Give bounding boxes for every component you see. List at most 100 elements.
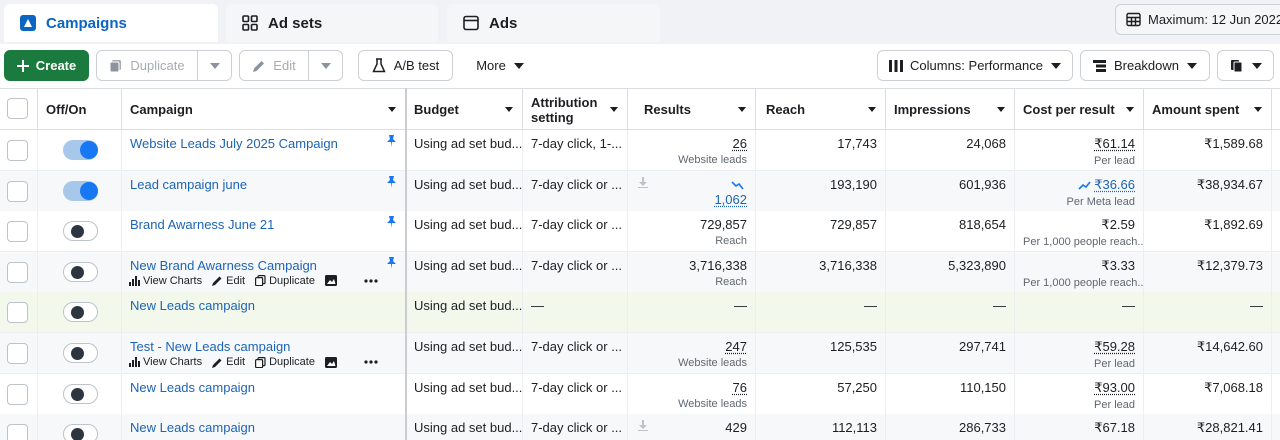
campaign-name-link[interactable]: Lead campaign june bbox=[130, 176, 248, 192]
duplicate-button[interactable]: Duplicate bbox=[96, 50, 198, 81]
cell-budget: Using ad set bud... bbox=[406, 211, 523, 252]
tab-ads[interactable]: Ads bbox=[447, 4, 660, 42]
more-options-icon[interactable] bbox=[364, 279, 381, 283]
more-button[interactable]: More bbox=[464, 50, 536, 81]
table-row[interactable]: Lead campaign june Using ad set bud... 7-d… bbox=[0, 170, 1280, 212]
pin-icon[interactable] bbox=[386, 256, 397, 269]
row-checkbox[interactable] bbox=[7, 180, 28, 202]
ab-test-button[interactable]: A/B test bbox=[358, 50, 453, 81]
toggle-knob bbox=[71, 347, 84, 360]
header-budget[interactable]: Budget bbox=[406, 89, 523, 130]
results-value: 3,716,338 bbox=[689, 257, 747, 273]
breakdown-button[interactable]: Breakdown bbox=[1080, 50, 1210, 81]
table-row[interactable]: Brand Awarness June 21 Using ad set bud..… bbox=[0, 211, 1280, 253]
campaign-name-link[interactable]: New Leads campaign bbox=[130, 298, 256, 314]
columns-button[interactable]: Columns: Performance bbox=[877, 50, 1073, 81]
row-checkbox[interactable] bbox=[7, 221, 28, 243]
header-cost-per-result[interactable]: Cost per result bbox=[1015, 89, 1144, 130]
campaign-toggle[interactable] bbox=[63, 383, 98, 404]
reach-value: 729,857 bbox=[830, 217, 877, 233]
campaign-toggle[interactable] bbox=[63, 424, 98, 440]
table-row[interactable]: New Leads campaign Using ad set bud... 7-d… bbox=[0, 414, 1280, 440]
pencil-icon bbox=[253, 60, 265, 72]
edit-button[interactable]: Edit bbox=[239, 50, 309, 81]
campaign-name-link[interactable]: New Leads campaign bbox=[130, 420, 256, 436]
tab-label: Ad sets bbox=[268, 14, 323, 32]
header-reach[interactable]: Reach bbox=[756, 89, 886, 130]
row-checkbox[interactable] bbox=[7, 383, 28, 405]
table-row[interactable]: Website Leads July 2025 Campaign Using ad… bbox=[0, 130, 1280, 171]
header-attribution[interactable]: Attribution setting bbox=[523, 89, 628, 130]
campaign-name-link[interactable]: Brand Awarness June 21 bbox=[130, 217, 275, 233]
campaign-toggle[interactable] bbox=[63, 343, 98, 363]
header-campaign[interactable]: Campaign bbox=[122, 89, 406, 130]
preview-link[interactable] bbox=[324, 275, 340, 287]
cost-per-result-type: Per lead bbox=[1094, 358, 1135, 370]
duplicate-link[interactable]: Duplicate bbox=[255, 275, 315, 287]
cell-spent: ₹7,068.18 bbox=[1144, 373, 1272, 414]
campaign-toggle[interactable] bbox=[63, 140, 98, 160]
edit-dropdown-button[interactable] bbox=[308, 50, 343, 81]
select-all-checkbox[interactable] bbox=[7, 98, 28, 119]
calendar-grid-icon bbox=[1126, 12, 1141, 27]
tab-ad-sets[interactable]: Ad sets bbox=[226, 4, 438, 42]
table-row[interactable]: New Brand Awarness Campaign Using ad set … bbox=[0, 251, 1280, 293]
header-label: Attribution setting bbox=[531, 94, 598, 125]
trend-down-icon bbox=[731, 181, 744, 190]
amount-spent-value: ₹38,934.67 bbox=[1196, 176, 1263, 192]
duplicate-link[interactable]: Duplicate bbox=[255, 356, 315, 368]
view-charts-link[interactable]: View Charts bbox=[129, 356, 202, 368]
table-row[interactable]: New Leads campaign Using ad set bud... 7-d… bbox=[0, 373, 1280, 415]
duplicate-label: Duplicate bbox=[269, 274, 315, 287]
plus-icon bbox=[16, 59, 29, 72]
date-range-picker[interactable]: Maximum: 12 Jun 2022 bbox=[1115, 4, 1280, 35]
header-impressions[interactable]: Impressions bbox=[886, 89, 1015, 130]
campaign-name-link[interactable]: New Leads campaign bbox=[130, 379, 256, 395]
cell-budget: Using ad set bud... bbox=[406, 251, 523, 292]
row-checkbox[interactable] bbox=[7, 424, 28, 440]
cost-per-result-value: ₹36.66 bbox=[1094, 176, 1135, 192]
header-results[interactable]: Results bbox=[628, 89, 756, 130]
preview-link[interactable] bbox=[324, 356, 340, 368]
cell-spent: ₹1,892.69 bbox=[1144, 211, 1272, 252]
row-checkbox[interactable] bbox=[7, 343, 28, 364]
results-value: 76 bbox=[732, 379, 747, 395]
tab-campaigns[interactable]: Campaigns bbox=[4, 4, 218, 42]
edit-link[interactable]: Edit bbox=[212, 275, 245, 287]
campaign-toggle[interactable] bbox=[63, 221, 98, 242]
campaign-toggle[interactable] bbox=[63, 302, 98, 323]
campaign-name-link[interactable]: New Brand Awarness Campaign bbox=[130, 257, 317, 273]
campaign-name-link[interactable]: Test - New Leads campaign bbox=[130, 339, 291, 354]
pin-icon[interactable] bbox=[386, 135, 397, 147]
more-options-icon[interactable] bbox=[364, 360, 381, 364]
campaign-name-link[interactable]: Website Leads July 2025 Campaign bbox=[130, 136, 338, 151]
table-row[interactable]: New Leads campaign Using ad set bud... — — —… bbox=[0, 292, 1280, 334]
reach-value: 57,250 bbox=[837, 379, 877, 395]
table-row[interactable]: Test - New Leads campaign Using ad set bu… bbox=[0, 333, 1280, 374]
toggle-knob bbox=[71, 387, 84, 401]
campaign-toggle[interactable] bbox=[63, 261, 98, 282]
cell-sel bbox=[0, 130, 38, 170]
pin-icon[interactable] bbox=[386, 175, 397, 188]
edit-link[interactable]: Edit bbox=[212, 356, 245, 368]
cell-cost: ₹67.18 bbox=[1015, 414, 1144, 440]
pin-icon[interactable] bbox=[386, 216, 397, 229]
download-icon[interactable] bbox=[638, 176, 648, 188]
row-checkbox[interactable] bbox=[7, 140, 28, 161]
cell-impressions: 286,733 bbox=[886, 414, 1015, 440]
chevron-down-icon bbox=[513, 62, 524, 69]
campaign-toggle[interactable] bbox=[63, 180, 98, 201]
header-label: Cost per result bbox=[1023, 102, 1115, 117]
row-checkbox[interactable] bbox=[7, 261, 28, 283]
row-checkbox[interactable] bbox=[7, 302, 28, 324]
create-button[interactable]: Create bbox=[4, 50, 89, 81]
header-amount-spent[interactable]: Amount spent bbox=[1144, 89, 1272, 130]
results-value: 26 bbox=[732, 136, 747, 151]
view-charts-link[interactable]: View Charts bbox=[129, 275, 202, 287]
cell-reach: 112,113 bbox=[756, 414, 886, 440]
download-icon[interactable] bbox=[638, 420, 648, 432]
cell-impressions: 24,068 bbox=[886, 130, 1015, 170]
cost-per-result-value: ₹59.28 bbox=[1094, 339, 1135, 354]
duplicate-dropdown-button[interactable] bbox=[197, 50, 232, 81]
reports-button[interactable] bbox=[1217, 50, 1274, 81]
